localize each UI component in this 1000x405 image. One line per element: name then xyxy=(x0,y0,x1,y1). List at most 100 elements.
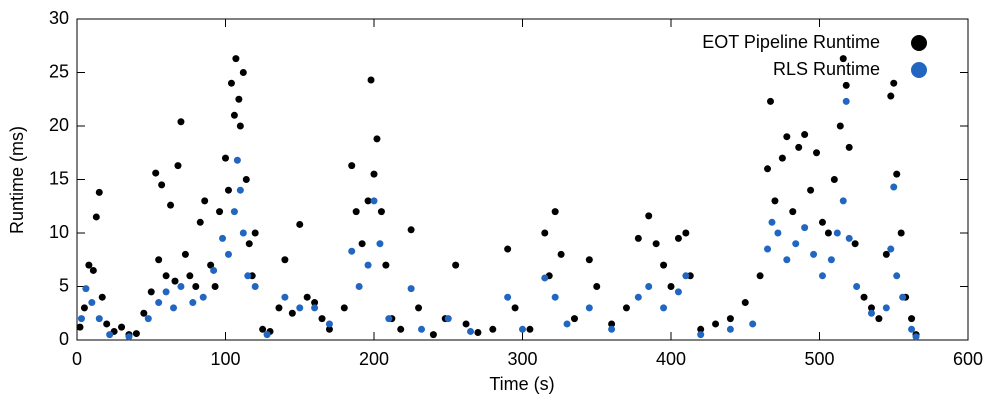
point xyxy=(281,293,289,301)
point xyxy=(181,250,189,258)
point xyxy=(418,325,426,333)
point xyxy=(147,288,155,296)
point xyxy=(645,212,653,220)
point xyxy=(222,154,229,162)
point xyxy=(92,213,100,221)
x-axis-label: Time (s) xyxy=(489,374,554,394)
point xyxy=(219,234,227,242)
x-tick-label: 600 xyxy=(953,349,983,369)
point xyxy=(429,331,437,339)
point xyxy=(726,315,734,323)
point xyxy=(377,208,385,216)
point xyxy=(325,320,333,328)
point xyxy=(810,250,818,258)
point xyxy=(899,293,907,301)
point xyxy=(774,229,782,237)
point xyxy=(818,218,826,226)
point xyxy=(783,133,791,141)
point xyxy=(474,329,482,337)
point xyxy=(385,315,393,323)
point xyxy=(251,229,259,237)
point xyxy=(311,304,319,312)
point xyxy=(504,245,512,253)
point xyxy=(296,304,304,312)
point xyxy=(882,304,890,312)
point xyxy=(281,256,289,264)
point xyxy=(85,261,93,269)
point xyxy=(245,240,253,248)
point xyxy=(201,197,209,205)
point xyxy=(585,304,593,312)
x-tick-label: 400 xyxy=(656,349,686,369)
point xyxy=(230,208,238,216)
point xyxy=(839,197,847,205)
point xyxy=(608,325,616,333)
point xyxy=(887,92,895,100)
point xyxy=(82,285,90,293)
point xyxy=(199,293,207,301)
legend-label: RLS Runtime xyxy=(773,59,880,79)
point xyxy=(259,325,267,333)
point xyxy=(95,188,103,196)
point xyxy=(801,224,809,232)
point xyxy=(376,240,384,248)
point xyxy=(771,197,779,205)
point xyxy=(634,234,642,242)
point xyxy=(912,333,920,341)
point xyxy=(519,325,526,333)
point xyxy=(174,162,182,170)
point xyxy=(842,97,850,105)
point xyxy=(88,299,96,307)
point xyxy=(358,240,366,248)
point xyxy=(652,240,660,248)
point xyxy=(908,325,916,333)
point xyxy=(232,55,240,63)
point xyxy=(851,240,859,248)
point xyxy=(660,261,668,269)
x-tick-label: 0 xyxy=(72,349,82,369)
point xyxy=(887,245,895,253)
point xyxy=(325,325,333,333)
point xyxy=(551,293,559,301)
point xyxy=(807,186,815,194)
point xyxy=(303,293,311,301)
point xyxy=(373,135,381,143)
point xyxy=(674,288,682,296)
point xyxy=(207,261,215,269)
point xyxy=(239,69,247,76)
point xyxy=(867,304,875,312)
point xyxy=(756,272,764,280)
point xyxy=(875,315,883,323)
point xyxy=(370,170,378,178)
point xyxy=(155,256,163,264)
point xyxy=(355,283,363,290)
point xyxy=(551,208,559,216)
point xyxy=(230,111,238,119)
point xyxy=(660,304,668,312)
point xyxy=(444,315,452,323)
point xyxy=(622,304,630,312)
y-tick-label: 20 xyxy=(49,115,69,135)
point xyxy=(210,266,218,274)
point xyxy=(667,283,675,290)
point xyxy=(541,274,549,282)
point xyxy=(674,234,682,242)
point xyxy=(192,283,200,290)
y-axis-label: Runtime (ms) xyxy=(7,126,27,234)
point xyxy=(593,283,601,290)
point xyxy=(77,315,85,323)
point xyxy=(726,325,734,333)
point xyxy=(352,208,360,216)
point xyxy=(170,304,178,312)
point xyxy=(244,272,252,280)
point xyxy=(867,309,875,317)
point xyxy=(845,234,853,242)
point xyxy=(836,122,844,130)
point xyxy=(415,304,423,312)
point xyxy=(227,79,235,87)
point xyxy=(348,247,356,255)
point xyxy=(407,285,415,293)
point xyxy=(749,320,757,328)
point xyxy=(839,55,847,63)
